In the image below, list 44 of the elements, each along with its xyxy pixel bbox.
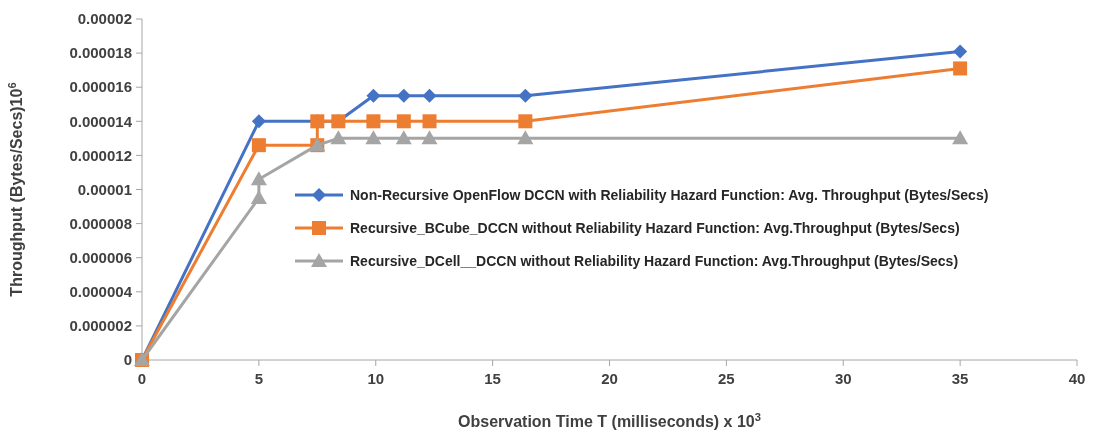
point bbox=[250, 171, 267, 186]
point bbox=[422, 88, 437, 103]
y-tick-label: 0.00001 bbox=[77, 180, 132, 198]
point bbox=[250, 190, 267, 205]
point bbox=[953, 61, 968, 76]
point bbox=[396, 88, 411, 103]
legend-label: Recursive_BCube_DCCN without Reliability Hazard Function: Avg.Throughput (Bytes/Secs) bbox=[350, 219, 960, 236]
y-tick-label: 0.00002 bbox=[77, 10, 132, 28]
point bbox=[396, 114, 411, 129]
legend-label: Non-Recursive OpenFlow DCCN with Reliability Hazard Function: Avg. Throughput (Bytes/Secs) bbox=[350, 186, 989, 203]
point bbox=[251, 114, 266, 129]
point bbox=[251, 138, 266, 153]
x-tick-label: 35 bbox=[951, 370, 969, 387]
point bbox=[517, 130, 534, 145]
y-tick-label: 0.000016 bbox=[69, 78, 132, 96]
point bbox=[365, 130, 382, 145]
y-tick-label: 0 bbox=[123, 351, 132, 369]
y-tick-label: 0.000012 bbox=[69, 146, 132, 164]
x-tick-label: 20 bbox=[601, 370, 618, 387]
point bbox=[422, 114, 437, 129]
x-tick-label: 25 bbox=[718, 370, 735, 387]
point bbox=[518, 114, 533, 129]
y-tick-label: 0.000002 bbox=[69, 317, 132, 335]
y-tick-label: 0.000004 bbox=[69, 283, 133, 301]
point bbox=[421, 130, 438, 145]
x-tick-label: 15 bbox=[484, 370, 501, 387]
point bbox=[366, 114, 381, 129]
point bbox=[366, 88, 381, 103]
point bbox=[952, 130, 969, 145]
point bbox=[330, 130, 347, 145]
y-tick-label: 0.000008 bbox=[69, 214, 132, 232]
y-tick-label: 0.000006 bbox=[69, 248, 132, 266]
x-axis-title: Observation Time T (milliseconds) x 10$^{3}$ bbox=[458, 411, 761, 430]
point bbox=[518, 88, 533, 103]
x-tick-label: 30 bbox=[834, 370, 852, 387]
x-tick-label: 40 bbox=[1068, 370, 1086, 387]
legend-label: Recursive_DCell__DCCN without Reliability Hazard Function: Avg.Throughput (Bytes/Secs) bbox=[350, 252, 959, 269]
y-tick-label: 0.000014 bbox=[69, 112, 133, 130]
point bbox=[395, 130, 412, 145]
y-tick-label: 0.000018 bbox=[69, 44, 132, 62]
point bbox=[953, 44, 968, 59]
x-tick-label: 0 bbox=[137, 370, 147, 387]
x-tick-label: 5 bbox=[254, 370, 264, 387]
x-tick-label: 10 bbox=[367, 370, 385, 387]
